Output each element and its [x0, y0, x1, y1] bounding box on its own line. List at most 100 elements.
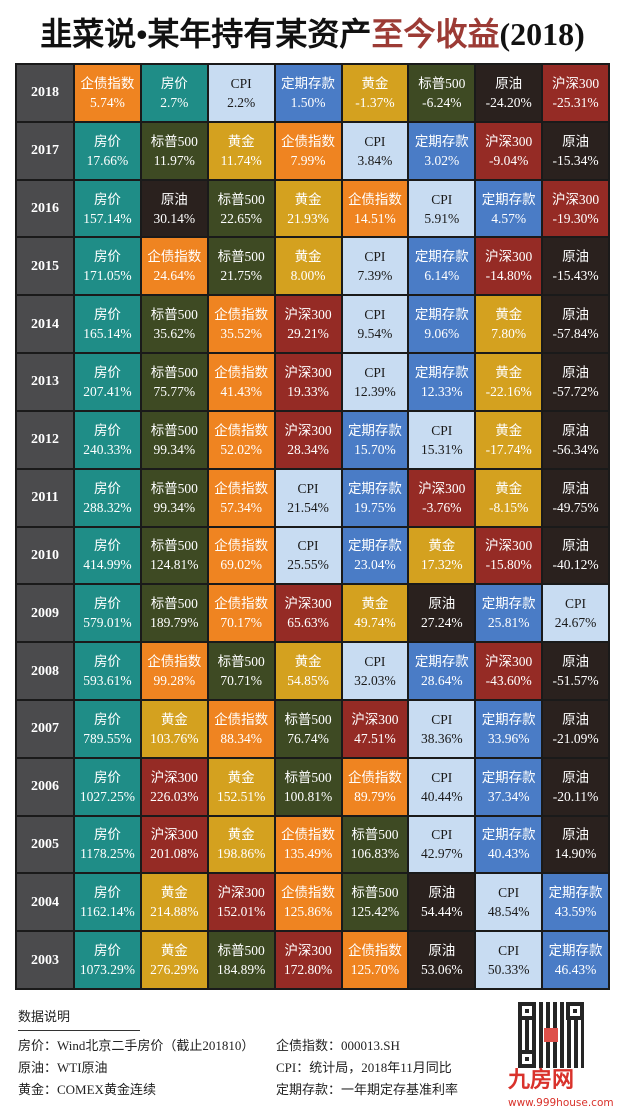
asset-name: 黄金 — [361, 596, 389, 612]
asset-return: 152.51% — [217, 788, 266, 804]
asset-return: 207.41% — [83, 383, 132, 399]
asset-cell: 房价 1178.25% — [75, 816, 140, 873]
asset-cell: 房价 1027.25% — [75, 758, 140, 815]
asset-return: 4.57% — [491, 210, 527, 226]
note: 黄金：COMEX黄金连续 — [18, 1082, 156, 1097]
asset-name: 沪深300 — [351, 711, 399, 727]
asset-name: 定期存款 — [481, 711, 536, 727]
asset-return: 579.01% — [83, 615, 132, 631]
asset-return: -15.43% — [552, 268, 599, 284]
asset-cell: 企债指数 99.28% — [141, 643, 207, 699]
asset-cell: 定期存款 1.50% — [275, 65, 341, 121]
asset-name: 标普500 — [150, 364, 198, 380]
year-cell: 2012 — [17, 411, 73, 468]
asset-return: -8.15% — [489, 499, 529, 515]
asset-return: 12.39% — [354, 383, 396, 399]
asset-return: 99.34% — [153, 441, 196, 457]
asset-cell: CPI 12.39% — [342, 354, 408, 410]
asset-cell: 黄金 11.74% — [208, 122, 274, 179]
asset-return: 30.14% — [153, 210, 196, 226]
asset-cell: CPI 38.36% — [409, 700, 475, 757]
asset-name: 黄金 — [227, 769, 255, 785]
asset-name: 房价 — [93, 538, 121, 554]
asset-cell: 黄金 21.93% — [275, 180, 341, 237]
asset-name: 房价 — [93, 249, 121, 265]
asset-cell: 房价 579.01% — [75, 585, 140, 642]
asset-return: 135.49% — [283, 846, 333, 862]
asset-name: 黄金 — [495, 480, 523, 496]
asset-name: 企债指数 — [214, 538, 269, 554]
page-title: 韭菜说•某年持有某资产至今收益(2018) — [0, 14, 625, 54]
asset-return: 165.14% — [83, 326, 132, 342]
asset-cell: CPI 5.91% — [409, 180, 475, 237]
asset-return: 1178.25% — [80, 846, 135, 862]
asset-cell: 企债指数 89.79% — [342, 758, 408, 815]
asset-name: 沪深300 — [284, 364, 332, 380]
note: 企债指数：000013.SH — [276, 1038, 400, 1053]
asset-return: 184.89% — [217, 962, 266, 978]
asset-name: 标普500 — [150, 480, 198, 496]
asset-return: -6.24% — [422, 94, 462, 110]
year-cell: 2014 — [17, 296, 73, 353]
asset-return: 21.75% — [220, 268, 262, 284]
asset-return: 103.76% — [150, 730, 199, 746]
asset-name: 原油 — [562, 538, 590, 554]
asset-cell: 黄金 8.00% — [275, 238, 341, 295]
asset-name: 沪深300 — [150, 769, 198, 785]
asset-name: 房价 — [93, 133, 121, 149]
asset-cell: CPI 50.33% — [476, 932, 542, 988]
asset-cell: 沪深300 -19.30% — [543, 180, 608, 237]
asset-return: 52.02% — [220, 441, 262, 457]
asset-cell: 沪深300 29.21% — [275, 296, 341, 353]
asset-return: -56.34% — [552, 441, 599, 457]
asset-cell: 黄金 17.32% — [409, 527, 475, 584]
asset-cell: 原油 -15.43% — [543, 238, 608, 295]
asset-cell: 标普500 -6.24% — [409, 65, 475, 121]
asset-name: 企债指数 — [214, 711, 269, 727]
asset-return: 214.88% — [150, 904, 199, 920]
asset-name: 原油 — [562, 654, 590, 670]
asset-cell: 原油 30.14% — [141, 180, 207, 237]
asset-cell: 定期存款 37.34% — [476, 758, 542, 815]
asset-name: 定期存款 — [548, 943, 603, 959]
asset-name: 房价 — [93, 827, 121, 843]
asset-name: 标普500 — [150, 538, 198, 554]
asset-return: 19.75% — [354, 499, 396, 515]
asset-return: -19.30% — [552, 210, 599, 226]
asset-cell: 房价 414.99% — [75, 527, 140, 584]
asset-name: 标普500 — [284, 711, 332, 727]
asset-return: 88.34% — [220, 730, 262, 746]
asset-return: 54.85% — [287, 673, 329, 689]
asset-return: 53.06% — [421, 962, 463, 978]
asset-cell: CPI 3.84% — [342, 122, 408, 179]
asset-cell: 房价 288.32% — [75, 469, 140, 526]
asset-return: 25.81% — [487, 615, 530, 631]
asset-name: CPI — [431, 422, 453, 438]
asset-return: 2.7% — [160, 94, 189, 110]
asset-name: 沪深300 — [485, 133, 533, 149]
asset-cell: 定期存款 9.06% — [409, 296, 475, 353]
asset-name: 黄金 — [495, 364, 523, 380]
asset-name: 黄金 — [294, 249, 322, 265]
asset-name: 原油 — [428, 885, 456, 901]
asset-return: 28.64% — [421, 673, 463, 689]
asset-cell: 企债指数 69.02% — [208, 527, 274, 584]
asset-cell: 标普500 35.62% — [141, 296, 207, 353]
asset-name: 定期存款 — [414, 133, 469, 149]
asset-cell: 标普500 125.42% — [342, 874, 408, 931]
asset-name: 黄金 — [495, 422, 523, 438]
year-cell: 2004 — [17, 874, 73, 931]
asset-name: 黄金 — [227, 827, 255, 843]
year-cell: 2003 — [17, 932, 73, 988]
asset-name: 沪深300 — [485, 654, 533, 670]
asset-return: 37.34% — [487, 788, 530, 804]
asset-return: -57.72% — [552, 383, 599, 399]
asset-return: 106.83% — [350, 846, 400, 862]
asset-return: 35.52% — [220, 326, 262, 342]
asset-cell: 定期存款 46.43% — [543, 932, 608, 988]
note: 房价：Wind北京二手房价（截止201810） — [18, 1038, 255, 1053]
asset-name: 标普500 — [418, 75, 466, 91]
asset-name: 标普500 — [217, 943, 265, 959]
asset-name: 企债指数 — [214, 596, 269, 612]
asset-name: CPI — [431, 191, 453, 207]
